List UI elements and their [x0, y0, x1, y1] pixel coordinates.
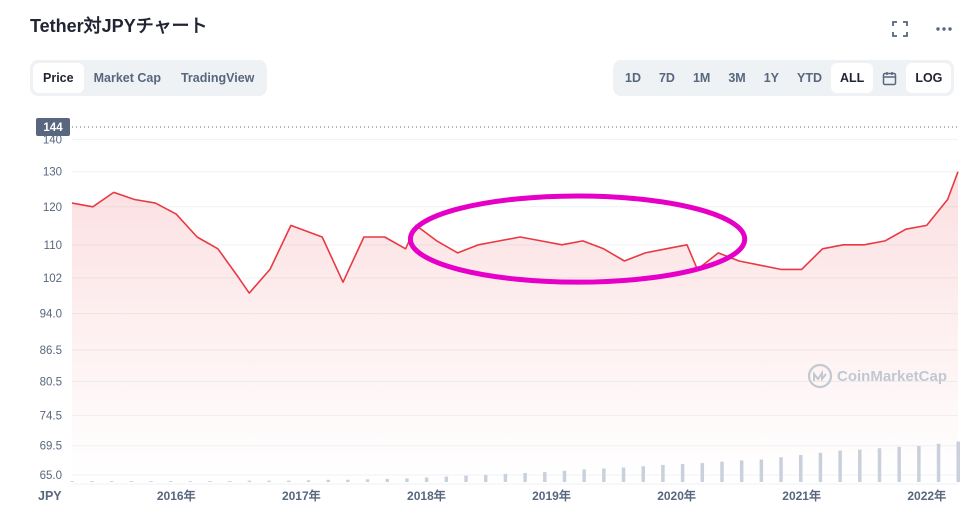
price-chart: 144 140 130 120 110 102 94.0 86.5 80.5 74.5 69.5 6…	[0, 110, 979, 517]
volume-bar	[267, 480, 271, 482]
volume-bar	[385, 478, 390, 482]
volume-bar	[90, 481, 94, 482]
price-area	[72, 171, 958, 475]
volume-bar	[444, 476, 449, 482]
volume-bar	[602, 468, 606, 482]
current-price-label: 144	[43, 122, 63, 134]
chart-toolbar	[889, 18, 955, 40]
volume-bar	[503, 473, 508, 482]
volume-bar	[228, 481, 232, 482]
range-1y-button[interactable]: 1Y	[763, 71, 780, 85]
volume-bar	[149, 481, 153, 482]
time-range-selector: 1D 7D 1M 3M 1Y YTD ALL LOG	[613, 60, 955, 96]
x-axis: 2016年 2017年 2018年 2019年 2020年 2021年 2022年	[157, 488, 946, 503]
volume-bar	[523, 473, 527, 482]
volume-bar	[346, 479, 350, 482]
range-1d-button[interactable]: 1D	[625, 71, 641, 85]
volume-bar	[483, 474, 488, 482]
watermark-text: CoinMarketCap	[837, 368, 947, 385]
current-price-badge: 144	[36, 118, 70, 136]
tab-market-cap[interactable]: Market Cap	[93, 71, 161, 85]
volume-bar	[168, 481, 173, 482]
page-title: Tether対JPYチャート	[30, 16, 208, 36]
volume-bar	[464, 475, 468, 482]
range-7d-button[interactable]: 7D	[658, 71, 675, 85]
y-tick-label: 80.5	[40, 376, 62, 388]
x-tick-label: 2021年	[782, 488, 821, 503]
y-axis: 140 130 120 110 102 94.0 86.5 80.5 74.5 69.5 65.0	[40, 134, 62, 482]
volume-bar	[562, 470, 567, 482]
log-scale-toggle[interactable]: LOG	[906, 63, 952, 93]
x-tick-label: 2016年	[157, 488, 196, 503]
volume-bar	[70, 481, 74, 482]
volume-bar	[543, 472, 547, 482]
y-tick-label: 130	[43, 167, 62, 179]
volume-bar	[188, 481, 193, 482]
y-tick-label: 102	[43, 273, 62, 285]
x-tick-label: 2019年	[532, 488, 571, 503]
volume-bar	[326, 479, 330, 482]
x-tick-label: 2017年	[282, 488, 321, 503]
calendar-icon[interactable]	[873, 63, 906, 93]
range-3m-button[interactable]: 3M	[728, 71, 746, 85]
volume-bar	[129, 481, 134, 482]
chart-type-tabs: Price Market Cap TradingView	[30, 60, 268, 96]
y-tick-label: 94.0	[40, 309, 62, 321]
volume-bar	[306, 480, 311, 482]
coinmarketcap-logo-icon	[807, 363, 833, 389]
volume-bar	[405, 478, 409, 482]
range-1m-button[interactable]: 1M	[692, 71, 711, 85]
y-tick-label: 74.5	[40, 410, 62, 422]
volume-bar	[582, 469, 586, 482]
range-all-button[interactable]: ALL	[831, 63, 874, 93]
y-tick-label: 86.5	[40, 345, 62, 357]
y-unit-label: JPY	[38, 489, 62, 503]
volume-bar	[208, 481, 212, 482]
volume-bar	[109, 481, 114, 482]
x-tick-label: 2020年	[657, 488, 696, 503]
x-tick-label: 2018年	[407, 488, 446, 503]
range-ytd-button[interactable]: YTD	[797, 71, 823, 85]
more-icon[interactable]	[933, 18, 955, 40]
annotation-ellipse	[407, 193, 748, 285]
tab-price[interactable]: Price	[33, 63, 84, 93]
tab-tradingview[interactable]: TradingView	[180, 71, 255, 85]
price-chart-svg: 144 140 130 120 110 102 94.0 86.5 80.5 74.5 69.5 6…	[36, 118, 960, 503]
fullscreen-icon[interactable]	[889, 18, 911, 40]
x-tick-label: 2022年	[907, 488, 946, 503]
y-tick-label: 69.5	[40, 441, 62, 453]
y-tick-label: 65.0	[40, 470, 62, 482]
watermark: CoinMarketCap	[807, 363, 947, 389]
y-tick-label: 140	[43, 134, 62, 146]
volume-bar	[956, 441, 960, 482]
y-tick-label: 110	[44, 240, 62, 252]
volume-bar	[424, 477, 429, 482]
volume-bar	[365, 479, 370, 482]
volume-bar	[287, 480, 291, 482]
volume-bar	[247, 480, 252, 482]
y-tick-label: 120	[43, 202, 62, 214]
price-line	[71, 171, 959, 294]
